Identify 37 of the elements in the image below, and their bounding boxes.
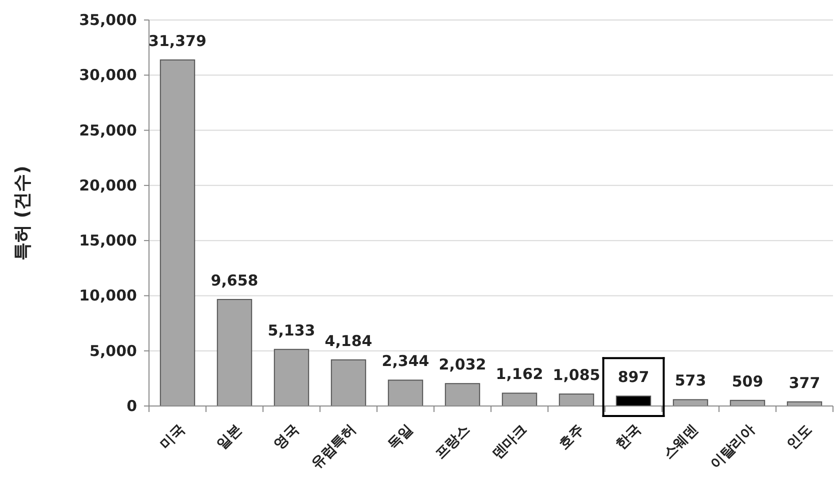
data-label: 573 [674,372,706,390]
y-tick-label: 25,000 [79,121,137,140]
bar [274,348,310,406]
bar [444,383,480,406]
y-tick-label: 10,000 [79,286,137,305]
y-tick-label: 15,000 [79,232,137,250]
x-tick-label: 미국 [157,422,188,453]
data-label: 31,379 [148,32,206,50]
y-axis-title: 특허 (건수) [12,166,33,260]
bar [558,394,594,406]
bar [216,298,252,406]
data-label: 2,032 [438,356,486,374]
x-tick-label: 일본 [214,422,246,453]
x-tick-label: 영국 [271,422,302,453]
x-tick-label: 독일 [385,422,416,453]
bar [616,396,652,406]
bar [388,380,424,406]
data-label: 1,162 [496,365,544,384]
data-label: 509 [732,372,764,390]
data-label: 2,344 [382,352,430,370]
y-tick-label: 20,000 [79,176,137,194]
bar [502,392,538,406]
x-tick-label: 인도 [784,422,816,453]
x-tick-label: 호주 [556,422,588,453]
bar [160,59,196,406]
data-label: 1,085 [552,366,600,384]
bar [330,359,366,406]
x-tick-label: 한국 [613,422,644,453]
y-tick-label: 30,000 [79,66,137,84]
y-tick-label: 5,000 [90,342,137,360]
data-label: 897 [618,368,650,386]
y-tick-label: 35,000 [79,11,137,29]
data-label: 4,184 [324,332,372,350]
data-label: 377 [788,374,820,392]
y-tick-label: 0 [126,397,137,415]
data-label: 9,658 [210,271,258,290]
data-label: 5,133 [268,321,316,340]
